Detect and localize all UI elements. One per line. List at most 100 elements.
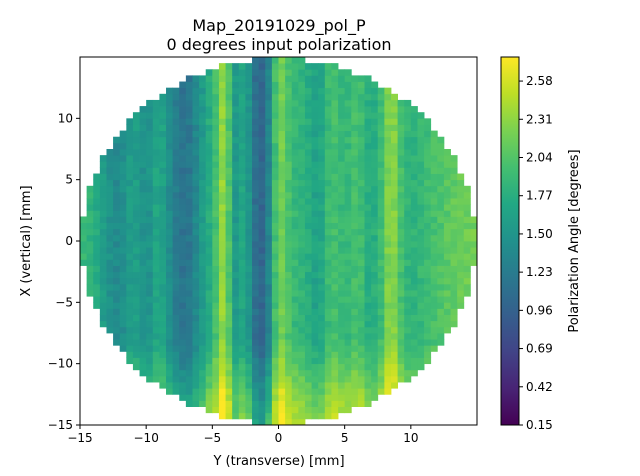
heatmap-cell (119, 333, 127, 340)
heatmap-cell (311, 259, 319, 266)
heatmap-cell (437, 210, 445, 217)
heatmap-cell (470, 247, 478, 254)
heatmap-cell (390, 375, 398, 383)
heatmap-cell (437, 173, 445, 181)
heatmap-cell (430, 216, 438, 223)
heatmap-cell (212, 314, 220, 322)
heatmap-cell (119, 198, 127, 205)
heatmap-cell (371, 357, 379, 365)
heatmap-cell (146, 149, 154, 156)
heatmap-cell (377, 271, 385, 279)
heatmap-cell (298, 234, 306, 242)
heatmap-cell (364, 118, 372, 125)
heatmap-cell (258, 253, 266, 260)
heatmap-cell (86, 216, 94, 223)
heatmap-cell (450, 185, 458, 193)
heatmap-cell (245, 173, 253, 181)
heatmap-cell (311, 271, 319, 279)
heatmap-cell (437, 198, 445, 205)
heatmap-cell (278, 418, 286, 426)
heatmap-cell (238, 124, 246, 131)
heatmap-cell (311, 124, 319, 131)
heatmap-cell (338, 179, 346, 187)
heatmap-cell (93, 290, 101, 297)
heatmap-cell (159, 222, 167, 230)
heatmap-cell (225, 161, 233, 168)
heatmap-cell (470, 253, 478, 260)
heatmap-cell (318, 406, 326, 414)
heatmap-cell (232, 75, 240, 82)
heatmap-cell (285, 382, 293, 389)
heatmap-cell (304, 326, 312, 334)
heatmap-cell (159, 228, 167, 236)
heatmap-cell (384, 204, 392, 211)
heatmap-cell (139, 106, 147, 113)
heatmap-cell (126, 149, 134, 156)
heatmap-cell (258, 204, 266, 211)
heatmap-cell (291, 161, 299, 168)
heatmap-cell (397, 333, 405, 340)
heatmap-cell (258, 388, 266, 395)
heatmap-cell (384, 302, 392, 309)
heatmap-cell (199, 185, 207, 193)
heatmap-cell (417, 216, 425, 223)
heatmap-cell (364, 136, 372, 144)
heatmap-cell (132, 155, 140, 162)
heatmap-cell (457, 216, 465, 223)
heatmap-cell (172, 345, 180, 352)
heatmap-cell (384, 308, 392, 315)
heatmap-cell (218, 382, 226, 389)
heatmap-cell (417, 204, 425, 211)
y-tick-label: 0 (65, 234, 73, 248)
heatmap-cell (298, 369, 306, 377)
heatmap-cell (205, 106, 213, 113)
heatmap-cell (410, 302, 418, 309)
heatmap-cell (285, 357, 293, 365)
heatmap-cell (245, 265, 253, 273)
heatmap-cell (298, 210, 306, 217)
heatmap-cell (159, 333, 167, 340)
heatmap-cell (377, 283, 385, 291)
heatmap-cell (291, 363, 299, 371)
heatmap-cell (331, 302, 339, 309)
heatmap-cell (106, 222, 114, 230)
heatmap-cell (390, 155, 398, 162)
heatmap-cell (152, 228, 160, 236)
heatmap-cell (278, 210, 286, 217)
heatmap-cell (245, 277, 253, 285)
heatmap-cell (139, 302, 147, 309)
heatmap-cell (371, 363, 379, 371)
heatmap-cell (377, 290, 385, 297)
heatmap-cell (298, 57, 306, 64)
heatmap-cell (271, 259, 279, 266)
heatmap-cell (457, 290, 465, 297)
heatmap-cell (265, 412, 273, 420)
heatmap-cell (218, 99, 226, 107)
heatmap-cell (364, 363, 372, 371)
heatmap-cell (126, 173, 134, 181)
heatmap-cell (192, 320, 200, 328)
heatmap-cell (331, 382, 339, 389)
heatmap-cell (119, 247, 127, 254)
heatmap-cell (371, 314, 379, 322)
heatmap-cell (357, 112, 365, 119)
heatmap-cell (192, 173, 200, 181)
heatmap-cell (106, 277, 114, 285)
heatmap-cell (172, 99, 180, 107)
heatmap-cell (252, 179, 260, 187)
heatmap-cell (410, 265, 418, 273)
heatmap-cell (364, 259, 372, 266)
heatmap-cell (357, 351, 365, 358)
heatmap-cell (417, 185, 425, 193)
heatmap-cell (331, 283, 339, 291)
heatmap-cell (324, 357, 332, 365)
heatmap-cell (238, 93, 246, 101)
heatmap-cell (166, 302, 174, 309)
heatmap-cell (225, 136, 233, 144)
heatmap-cell (291, 124, 299, 131)
heatmap-cell (139, 333, 147, 340)
heatmap-cell (146, 351, 154, 358)
heatmap-cell (252, 253, 260, 260)
heatmap-cell (152, 130, 160, 138)
heatmap-cell (132, 185, 140, 193)
